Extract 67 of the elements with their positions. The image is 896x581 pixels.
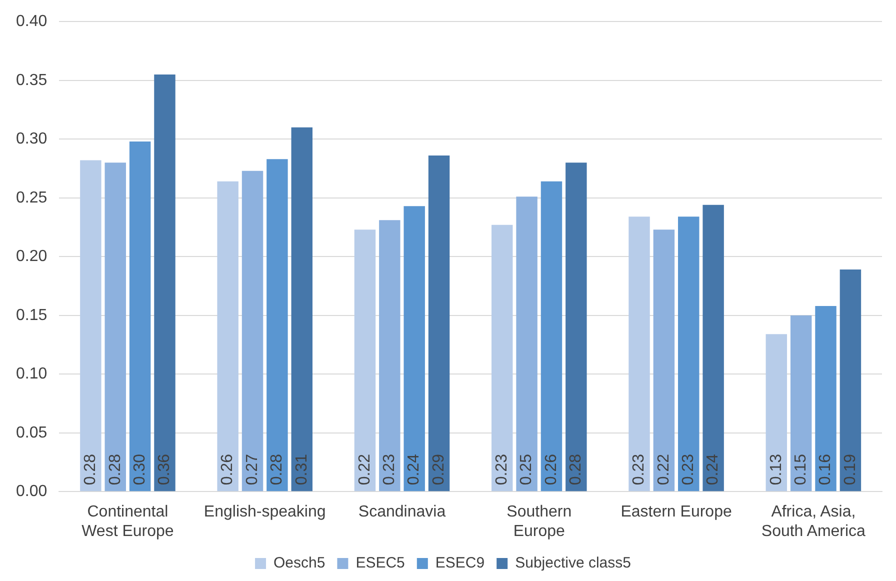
bar [379, 220, 400, 492]
y-tick-label: 0.10 [16, 366, 48, 383]
bar [678, 216, 700, 492]
bar [104, 162, 126, 492]
bar [266, 159, 288, 492]
bar [154, 74, 176, 492]
bar [840, 270, 862, 492]
data-label: 0.24 [406, 454, 423, 486]
data-label: 0.22 [356, 454, 374, 486]
y-tick-label: 0.20 [16, 248, 48, 266]
bar [702, 204, 724, 492]
bar [291, 127, 312, 492]
data-label: 0.28 [106, 454, 124, 486]
x-tick-label: Continental West Europe [82, 504, 174, 540]
x-tick-label: Scandinavia [358, 504, 446, 521]
data-label: 0.27 [244, 454, 261, 486]
data-label: 0.16 [817, 454, 834, 486]
bar [790, 315, 812, 492]
x-tick-label: English-speaking [204, 504, 326, 521]
bar [516, 196, 538, 492]
y-tick-label: 0.30 [16, 130, 48, 148]
data-label: 0.26 [219, 454, 236, 486]
bar [428, 156, 450, 492]
y-tick-label: 0.40 [16, 13, 48, 30]
legend-label: ESEC9 [435, 554, 485, 572]
y-tick-label: 0.35 [16, 72, 48, 89]
data-label: 0.22 [655, 454, 672, 486]
data-label: 0.28 [82, 454, 100, 486]
bar [766, 334, 788, 492]
data-label: 0.26 [542, 454, 560, 486]
bar [653, 230, 675, 492]
bar [80, 160, 102, 492]
data-label: 0.36 [156, 454, 174, 486]
data-label: 0.23 [494, 454, 511, 486]
data-label: 0.24 [704, 454, 722, 486]
legend-label: ESEC5 [356, 554, 405, 572]
data-label: 0.23 [381, 454, 398, 486]
data-label: 0.13 [768, 454, 785, 486]
data-label: 0.30 [131, 454, 148, 486]
data-label: 0.28 [268, 454, 286, 486]
y-tick-label: 0.05 [16, 424, 48, 442]
y-tick-label: 0.00 [16, 483, 48, 500]
data-label: 0.25 [518, 454, 536, 486]
bar [628, 216, 650, 492]
x-tick-label: Southern Europe [506, 504, 572, 540]
bar [492, 224, 513, 492]
legend-label: Subjective class5 [515, 554, 631, 572]
bar [540, 181, 562, 492]
data-label: 0.29 [430, 454, 448, 486]
y-tick-label: 0.15 [16, 306, 48, 324]
data-label: 0.23 [630, 454, 648, 486]
x-tick-label: Eastern Europe [620, 504, 732, 521]
data-label: 0.15 [792, 454, 810, 486]
bar [404, 206, 425, 492]
data-label: 0.31 [293, 454, 310, 486]
bar [129, 141, 151, 492]
y-tick-label: 0.25 [16, 189, 48, 206]
bar [815, 306, 836, 492]
bar [354, 230, 376, 492]
bar [242, 170, 264, 492]
legend-label: Oesch5 [274, 554, 326, 572]
data-label: 0.23 [680, 454, 698, 486]
data-label: 0.19 [842, 454, 859, 486]
bar [217, 181, 238, 492]
x-tick-label: Africa, Asia, South America [761, 504, 866, 540]
data-label: 0.28 [568, 454, 585, 486]
bar [566, 162, 587, 492]
